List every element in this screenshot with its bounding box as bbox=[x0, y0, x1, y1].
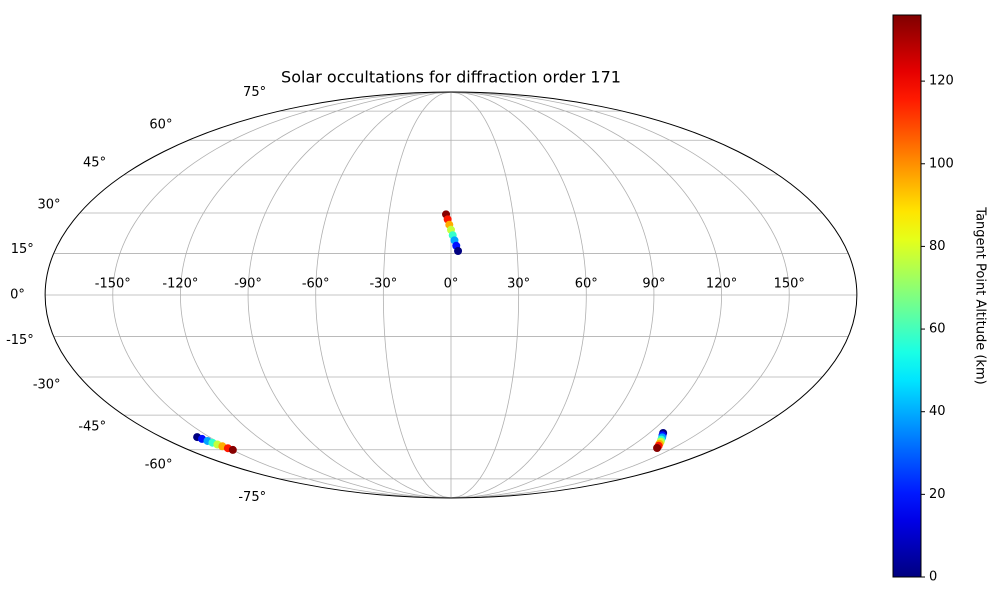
grid-line bbox=[180, 91, 452, 499]
data-point bbox=[653, 443, 662, 452]
y-tick-label: 0° bbox=[10, 288, 25, 303]
y-tick-label: 60° bbox=[149, 117, 172, 132]
colorbar-tick-label: 80 bbox=[929, 239, 946, 254]
y-tick-label: 30° bbox=[38, 197, 61, 212]
x-tick-label: 90° bbox=[642, 277, 665, 292]
grid-line bbox=[450, 91, 655, 499]
y-tick-label: -75° bbox=[238, 490, 266, 505]
x-tick-label: -60° bbox=[302, 277, 330, 292]
y-tick-label: 75° bbox=[243, 85, 266, 100]
grid-line bbox=[450, 91, 790, 499]
x-tick-label: 120° bbox=[706, 277, 737, 292]
chart-title: Solar occultations for diffraction order… bbox=[281, 68, 621, 87]
y-tick-label: 15° bbox=[11, 242, 34, 257]
x-tick-label: 0° bbox=[444, 277, 459, 292]
colorbar-label: Tangent Point Altitude (km) bbox=[973, 206, 988, 384]
colorbar-tick-label: 120 bbox=[929, 74, 954, 89]
y-tick-label: -15° bbox=[6, 333, 34, 348]
map-boundary bbox=[44, 91, 858, 499]
y-tick-label: 45° bbox=[83, 155, 106, 170]
data-point bbox=[454, 246, 463, 255]
x-tick-label: 30° bbox=[507, 277, 530, 292]
grid-line bbox=[450, 91, 520, 499]
colorbar-tick-label: 0 bbox=[929, 570, 937, 585]
x-tick-label: 60° bbox=[575, 277, 598, 292]
grid-line bbox=[450, 91, 587, 499]
x-tick-label: -120° bbox=[162, 277, 198, 292]
colorbar bbox=[892, 14, 922, 578]
x-tick-label: -150° bbox=[95, 277, 131, 292]
data-point bbox=[228, 445, 237, 454]
colorbar-tick-label: 60 bbox=[929, 322, 946, 337]
grid-line bbox=[382, 91, 452, 499]
x-tick-label: 150° bbox=[774, 277, 805, 292]
grid-line bbox=[450, 91, 722, 499]
colorbar-tick-label: 100 bbox=[929, 156, 954, 171]
grid-line bbox=[315, 91, 452, 499]
x-tick-label: -30° bbox=[369, 277, 397, 292]
y-tick-label: -30° bbox=[33, 378, 61, 393]
y-tick-label: -45° bbox=[78, 420, 106, 435]
colorbar-tick-label: 20 bbox=[929, 487, 946, 502]
grid-line bbox=[247, 91, 452, 499]
x-tick-label: -90° bbox=[234, 277, 262, 292]
colorbar-tick-label: 40 bbox=[929, 404, 946, 419]
y-tick-label: -60° bbox=[145, 458, 173, 473]
